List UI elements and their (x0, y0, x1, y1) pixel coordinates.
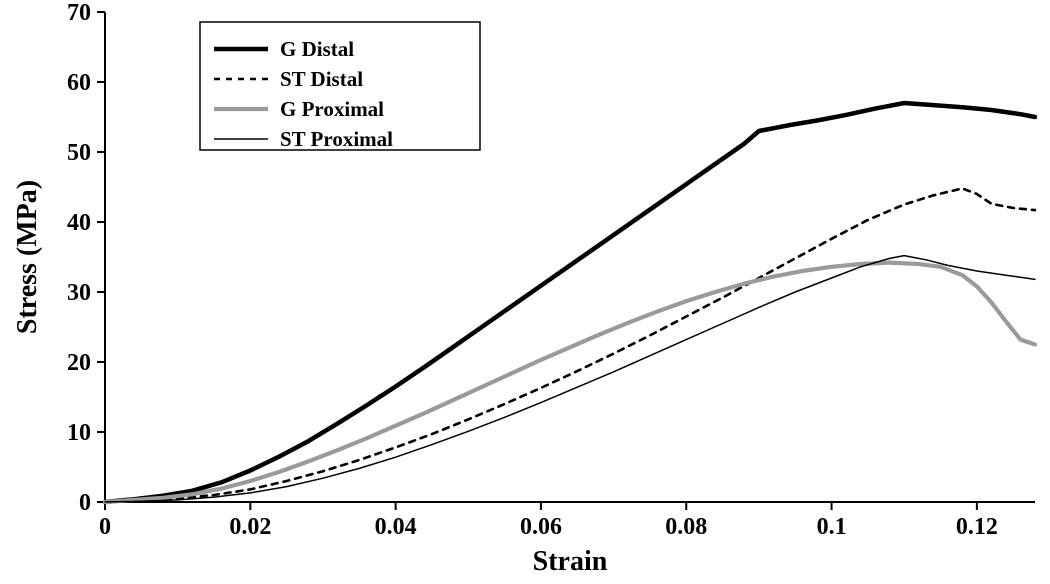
y-tick-label: 10 (67, 420, 91, 446)
legend-label: G Proximal (280, 97, 384, 121)
x-tick-label: 0.1 (817, 514, 847, 540)
stress-strain-chart: 0 10 20 30 40 50 60 70 0 0.02 0.04 0.06 0.08 0.1 0.12 S… (0, 0, 1050, 584)
x-axis-label: Strain (533, 546, 608, 577)
x-tick-label: 0.08 (665, 514, 707, 540)
y-tick-label: 0 (79, 490, 91, 516)
legend-label: ST Proximal (280, 127, 393, 151)
y-tick-label: 50 (67, 140, 91, 166)
x-tick-label: 0.12 (956, 514, 998, 540)
y-tick-label: 60 (67, 70, 91, 96)
series-g-distal (105, 103, 1035, 502)
y-axis-label: Stress (MPa) (12, 180, 43, 334)
series-g-proximal (105, 263, 1035, 502)
y-tick-label: 40 (67, 210, 91, 236)
x-tick-label: 0.04 (375, 514, 417, 540)
legend-label: G Distal (280, 37, 354, 61)
y-tick-label: 20 (67, 350, 91, 376)
series-st-proximal (105, 256, 1035, 502)
legend-label: ST Distal (280, 67, 363, 91)
x-tick-label: 0.06 (520, 514, 562, 540)
y-tick-label: 30 (67, 280, 91, 306)
x-tick-label: 0 (99, 514, 111, 540)
chart-svg: 0 10 20 30 40 50 60 70 0 0.02 0.04 0.06 0.08 0.1 0.12 S… (0, 0, 1050, 584)
y-tick-label: 70 (67, 0, 91, 26)
x-tick-label: 0.02 (229, 514, 271, 540)
